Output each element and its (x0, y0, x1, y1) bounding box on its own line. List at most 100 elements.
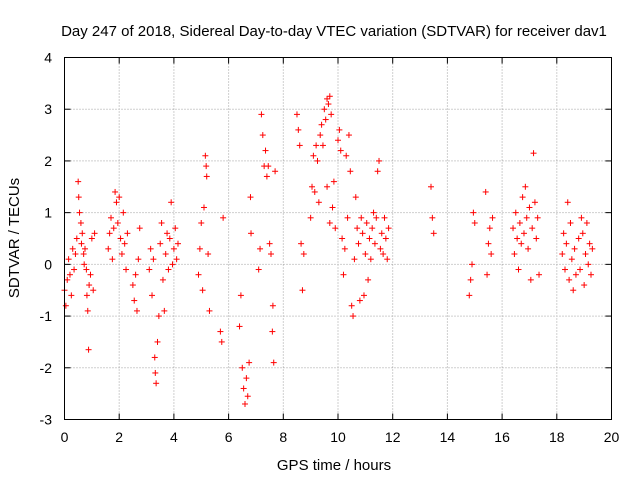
data-point (329, 204, 336, 211)
data-point (563, 240, 570, 247)
data-point (355, 240, 362, 247)
data-point (146, 266, 153, 273)
data-point (526, 204, 533, 211)
data-point (577, 266, 584, 273)
data-point (203, 173, 210, 180)
data-point (516, 219, 523, 226)
data-point (373, 214, 380, 221)
data-point (270, 359, 277, 366)
data-point (175, 240, 182, 247)
data-point (429, 214, 436, 221)
data-point (345, 132, 352, 139)
data-point (69, 245, 76, 252)
data-point (315, 199, 322, 206)
data-point (384, 256, 391, 263)
data-point (510, 225, 517, 232)
data-point (362, 251, 369, 258)
data-point (583, 219, 590, 226)
data-point (559, 251, 566, 258)
data-point (339, 235, 346, 242)
data-point (325, 101, 332, 108)
data-point (332, 225, 339, 232)
data-point (347, 168, 354, 175)
data-point (76, 209, 83, 216)
data-point (365, 276, 372, 283)
data-point (164, 230, 171, 237)
data-point (514, 235, 521, 242)
data-point (522, 183, 529, 190)
data-point (173, 256, 180, 263)
x-tick-label: 4 (170, 429, 178, 445)
data-point (259, 132, 266, 139)
data-point (371, 240, 378, 247)
x-tick-label: 14 (440, 429, 456, 445)
data-point (88, 235, 95, 242)
x-tick-label: 18 (549, 429, 565, 445)
x-tick-label: 8 (279, 429, 287, 445)
data-point (515, 266, 522, 273)
data-point (84, 307, 91, 314)
data-point (129, 282, 136, 289)
data-point (471, 219, 478, 226)
data-point (152, 369, 159, 376)
data-point (529, 225, 536, 232)
data-point (470, 209, 477, 216)
data-point (91, 230, 98, 237)
data-point (105, 245, 112, 252)
data-point (81, 261, 88, 268)
data-point (86, 282, 93, 289)
data-point (80, 251, 87, 258)
data-point (258, 111, 265, 118)
data-point (133, 307, 140, 314)
x-tick-label: 12 (385, 429, 401, 445)
data-point (299, 287, 306, 294)
data-point (269, 328, 276, 335)
data-point (242, 400, 249, 407)
data-point (317, 132, 324, 139)
data-point (354, 225, 361, 232)
data-point (109, 256, 116, 263)
data-point (243, 375, 250, 382)
data-point (72, 251, 79, 258)
data-point (489, 214, 496, 221)
x-tick-label: 10 (330, 429, 346, 445)
data-point (77, 219, 84, 226)
data-point (82, 245, 89, 252)
y-tick-labels: -3 -2 -1 0 1 2 3 4 (40, 50, 53, 428)
data-point (570, 287, 577, 294)
data-point (467, 276, 474, 283)
x-tick-label: 20 (604, 429, 620, 445)
data-point (313, 142, 320, 149)
data-point (324, 183, 331, 190)
data-point (485, 240, 492, 247)
data-point (369, 225, 376, 232)
data-point (531, 199, 538, 206)
data-point (78, 240, 85, 247)
data-point (575, 235, 582, 242)
data-point (581, 282, 588, 289)
data-point (206, 307, 213, 314)
data-point (512, 209, 519, 216)
data-point (172, 225, 179, 232)
y-tick-label: 4 (44, 50, 52, 66)
data-point (536, 271, 543, 278)
data-point (132, 271, 139, 278)
chart-title: Day 247 of 2018, Sidereal Day-to-day VTE… (61, 23, 607, 40)
data-point (295, 126, 302, 133)
data-series-dav1 (61, 93, 596, 407)
data-point (341, 245, 348, 252)
data-point (200, 204, 207, 211)
data-point (328, 111, 335, 118)
data-point (298, 240, 305, 247)
data-point (65, 256, 72, 263)
data-point (293, 111, 300, 118)
grid-lines (64, 57, 612, 420)
data-point (195, 271, 202, 278)
data-point (335, 137, 341, 144)
data-point (572, 271, 579, 278)
data-point (520, 230, 527, 237)
data-point (161, 307, 168, 314)
data-point (377, 245, 384, 252)
data-point (571, 245, 578, 252)
data-point (374, 168, 381, 175)
